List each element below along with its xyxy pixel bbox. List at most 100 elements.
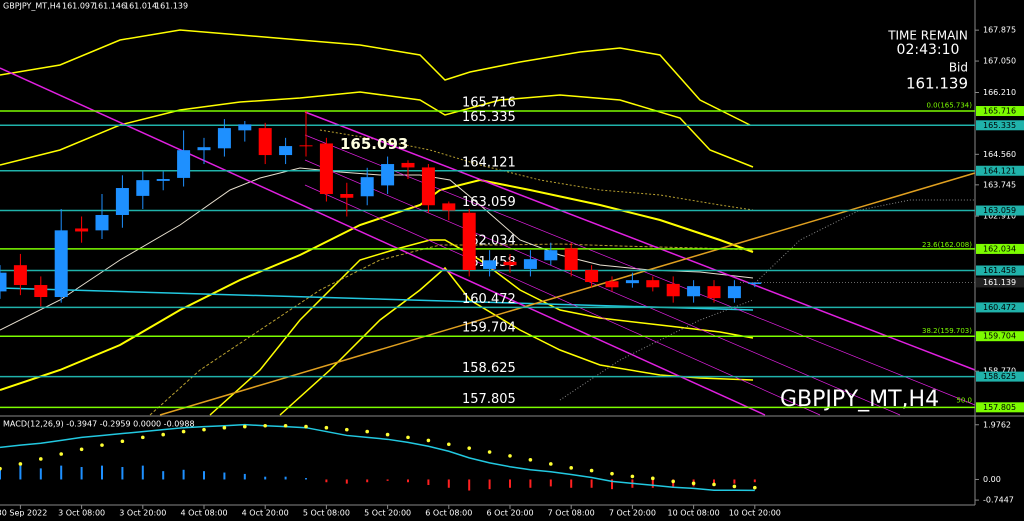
macd-histogram-bar <box>733 479 736 484</box>
macd-header: MACD(12,26,9) -0.3947 -0.2959 0.0000 -0.… <box>3 420 195 429</box>
bollinger-upper-outer <box>0 29 751 126</box>
candle-body <box>258 128 272 156</box>
bollinger-middle <box>0 178 754 391</box>
candle-body <box>503 261 517 266</box>
x-tick-label: 5 Oct 08:00 <box>303 509 350 518</box>
macd-histogram-bar <box>611 479 613 490</box>
y-tick-label: 163.745 <box>983 180 1016 189</box>
macd-histogram-bar <box>345 479 348 484</box>
level-label: 165.335 <box>462 110 516 125</box>
macd-signal-dot <box>59 452 63 456</box>
macd-y-tick-label: 1.9762 <box>983 420 1011 429</box>
macd-signal-dot <box>141 435 145 440</box>
macd-signal-dot <box>243 424 247 429</box>
candle-body <box>13 265 27 286</box>
macd-signal-dot <box>467 446 472 450</box>
macd-signal-dot <box>610 471 614 476</box>
macd-signal-dot <box>365 429 370 434</box>
macd-histogram-bar <box>549 479 552 487</box>
macd-signal-dot <box>569 466 573 470</box>
candle-body <box>197 147 211 151</box>
x-tick-label: 3 Oct 08:00 <box>58 509 105 518</box>
macd-signal-dot <box>39 457 43 461</box>
candle-body <box>727 286 741 299</box>
macd-signal-dot <box>487 450 492 454</box>
macd-signal-dot <box>651 476 655 481</box>
bid-label: Bid <box>949 61 968 75</box>
macd-histogram-bar <box>305 478 307 480</box>
candle-body <box>75 228 89 232</box>
level-axis-box <box>976 165 1024 176</box>
candle-body <box>605 281 619 288</box>
macd-signal-dot <box>79 447 84 452</box>
x-tick-label: 5 Oct 20:00 <box>364 509 411 518</box>
bid-axis-label: 161.139 <box>983 278 1016 287</box>
x-tick-label: 6 Oct 08:00 <box>425 509 472 518</box>
x-tick-label: 10 Oct 08:00 <box>668 509 720 518</box>
level-label: 163.059 <box>462 195 516 210</box>
cyan-line <box>0 287 754 311</box>
macd-histogram-bar <box>203 471 205 480</box>
level-axis-box <box>976 402 1024 413</box>
macd-histogram-bar <box>386 479 389 481</box>
macd-histogram-bar <box>447 479 450 488</box>
macd-signal-dot <box>100 443 104 447</box>
projection <box>559 299 754 401</box>
macd-signal-dot <box>712 482 716 487</box>
level-axis-label: 164.121 <box>983 166 1016 175</box>
macd-histogram-bar <box>101 465 103 480</box>
level-axis-label: 165.716 <box>983 107 1016 116</box>
macd-signal-dot <box>753 485 757 490</box>
level-label: 159.704 <box>462 321 516 336</box>
level-axis-box <box>976 302 1024 313</box>
macd-signal-dot <box>283 423 288 428</box>
macd-histogram-bar <box>672 479 675 488</box>
macd-signal-dot <box>18 462 23 466</box>
level-axis-label: 157.805 <box>983 403 1016 412</box>
macd-signal-dot <box>426 438 431 443</box>
macd-histogram-bar <box>488 479 491 490</box>
fib-label: 23.6(162.008) <box>922 241 972 249</box>
macd-signal-dot <box>345 427 349 432</box>
candle-body <box>95 214 109 231</box>
header-open: 161.097 <box>62 2 95 11</box>
candle-body <box>442 203 456 211</box>
macd-histogram-bar <box>141 465 144 480</box>
macd-signal-dot <box>447 442 451 447</box>
level-axis-box <box>976 371 1024 382</box>
time-remain: 02:43:10 <box>897 42 960 58</box>
candle-body <box>666 283 680 297</box>
macd-histogram-bar <box>182 469 185 480</box>
candle-body <box>646 280 660 288</box>
macd-signal-dot <box>120 439 125 444</box>
macd-signal-dot <box>385 432 390 437</box>
x-tick-label: 6 Oct 20:00 <box>486 509 533 518</box>
macd-signal-dot <box>181 429 186 434</box>
candle-body <box>156 179 170 181</box>
macd-signal-dot <box>508 454 512 458</box>
candle-body <box>360 177 374 197</box>
macd-signal-dot <box>406 435 410 440</box>
symbol-header: GBPJPY_MT,H4 <box>3 2 61 11</box>
macd-histogram-bar <box>753 479 756 483</box>
fib-label: 0.0(165.734) <box>926 101 972 109</box>
y-tick-label: 164.560 <box>983 150 1016 159</box>
macd-signal-dot <box>0 466 2 471</box>
candle-body <box>54 230 68 298</box>
macd-histogram-bar <box>0 467 1 480</box>
macd-histogram-bar <box>325 479 328 483</box>
macd-histogram-bar <box>162 471 165 480</box>
candle-body <box>748 282 762 285</box>
macd-histogram-bar <box>590 479 593 488</box>
candle-body <box>34 285 48 298</box>
candle-body <box>687 286 701 297</box>
level-axis-label: 161.458 <box>983 266 1016 275</box>
macd-signal-dot <box>549 462 553 466</box>
macd-y-tick-label: -0.7447 <box>983 496 1014 505</box>
macd-histogram-bar <box>509 479 511 488</box>
candle-body <box>217 128 231 149</box>
macd-main-line <box>0 423 755 492</box>
x-tick-label: 4 Oct 20:00 <box>242 509 289 518</box>
time-remain-label: TIME REMAIN <box>887 29 968 43</box>
